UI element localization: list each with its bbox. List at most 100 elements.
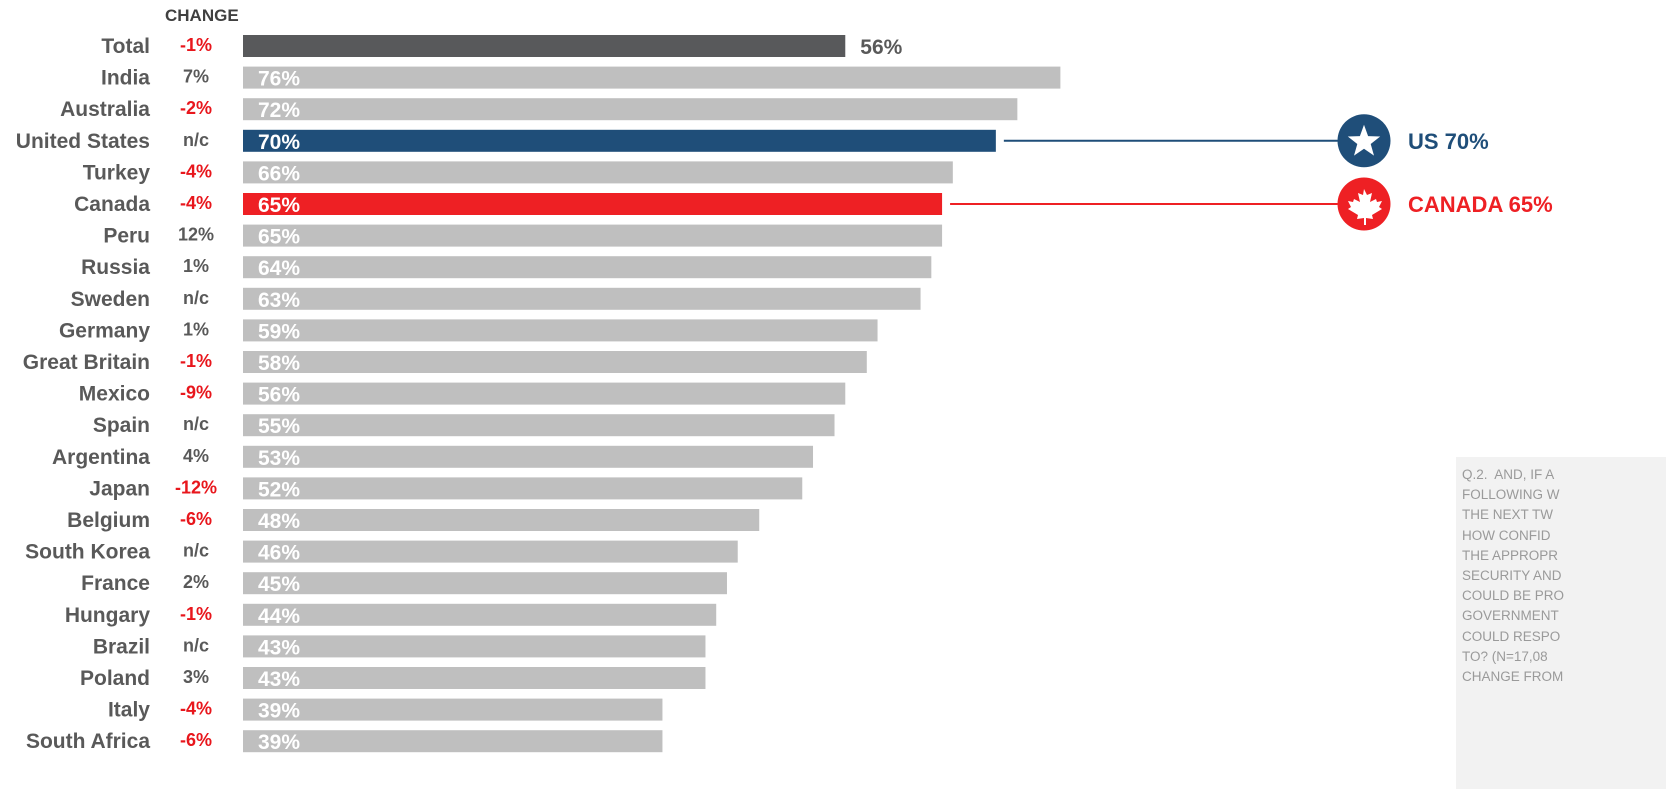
value-label-france: 45%: [258, 573, 300, 596]
bar-india: [243, 66, 1061, 89]
note-line: GOVERNMENT: [1462, 608, 1559, 624]
value-label-great-britain: 58%: [258, 352, 300, 375]
category-label-spain: Spain: [93, 414, 150, 437]
category-label-australia: Australia: [60, 98, 150, 121]
survey-question-note: Q.2. AND, IF A FOLLOWING W THE NEXT TW HOW …: [1456, 457, 1666, 789]
value-label-sweden: 63%: [258, 289, 300, 312]
change-value-belgium: -6%: [180, 509, 212, 529]
category-label-russia: Russia: [81, 256, 150, 279]
bar-argentina: [243, 445, 814, 468]
change-value-australia: -2%: [180, 98, 212, 118]
value-label-india: 76%: [258, 68, 300, 91]
change-value-poland: 3%: [183, 667, 209, 687]
category-label-france: France: [81, 572, 150, 595]
note-line: COULD BE PRO: [1462, 588, 1565, 604]
category-label-great-britain: Great Britain: [23, 351, 150, 374]
value-label-hungary: 44%: [258, 605, 300, 628]
bar-turkey: [243, 161, 953, 184]
maple-leaf-badge-icon: [1337, 177, 1391, 231]
note-line: COULD RESPO: [1462, 628, 1561, 644]
value-label-australia: 72%: [258, 99, 300, 122]
category-label-south-africa: South Africa: [26, 730, 150, 753]
note-line: SECURITY AND: [1462, 568, 1562, 584]
change-value-spain: n/c: [183, 414, 209, 434]
change-value-turkey: -4%: [180, 161, 212, 181]
callout-label-united-states: US 70%: [1408, 129, 1489, 154]
bar-south-africa: [243, 730, 663, 753]
change-value-south-korea: n/c: [183, 541, 209, 561]
change-column-header: CHANGE: [165, 6, 239, 25]
bar-peru: [243, 224, 943, 247]
bar-south-korea: [243, 540, 738, 563]
change-value-mexico: -9%: [180, 383, 212, 403]
change-value-great-britain: -1%: [180, 351, 212, 371]
value-label-japan: 52%: [258, 478, 300, 501]
change-value-japan: -12%: [175, 477, 217, 497]
bar-great-britain: [243, 351, 867, 373]
value-label-mexico: 56%: [258, 384, 300, 407]
bar-spain: [243, 414, 835, 437]
note-line: HOW CONFID: [1462, 527, 1551, 543]
value-label-italy: 39%: [258, 700, 300, 723]
value-label-south-africa: 39%: [258, 731, 300, 754]
bar-russia: [243, 256, 932, 279]
bar-total: [243, 35, 846, 57]
change-value-france: 2%: [183, 572, 209, 592]
change-value-russia: 1%: [183, 256, 209, 276]
note-line: CHANGE FROM: [1462, 669, 1564, 685]
bar-poland: [243, 667, 706, 689]
value-label-spain: 55%: [258, 415, 300, 438]
category-label-japan: Japan: [89, 477, 150, 500]
callout-label-canada: CANADA 65%: [1408, 192, 1553, 217]
bar-france: [243, 572, 727, 595]
note-line: TO? (N=17,08: [1462, 648, 1548, 664]
change-value-total: -1%: [180, 35, 212, 55]
category-label-germany: Germany: [59, 319, 150, 342]
category-label-hungary: Hungary: [65, 604, 151, 627]
category-label-peru: Peru: [103, 225, 150, 248]
value-label-united-states: 70%: [258, 131, 300, 154]
category-label-poland: Poland: [80, 667, 150, 690]
change-value-brazil: n/c: [183, 635, 209, 655]
change-value-south-africa: -6%: [180, 730, 212, 750]
bar-italy: [243, 698, 663, 721]
category-label-argentina: Argentina: [52, 446, 150, 469]
change-value-canada: -4%: [180, 193, 212, 213]
change-value-argentina: 4%: [183, 446, 209, 466]
change-value-italy: -4%: [180, 699, 212, 719]
category-label-united-states: United States: [16, 130, 150, 153]
change-value-sweden: n/c: [183, 288, 209, 308]
change-value-hungary: -1%: [180, 604, 212, 624]
bar-germany: [243, 319, 878, 342]
category-label-turkey: Turkey: [83, 161, 151, 184]
change-value-united-states: n/c: [183, 130, 209, 150]
category-label-total: Total: [101, 35, 150, 58]
bar-rows: Total -1% 56% India 7% 76% Australia -2% 72% Unit…: [16, 35, 1061, 754]
callouts: US 70% CANADA 65%: [950, 114, 1553, 231]
bar-australia: [243, 98, 1018, 121]
category-label-india: India: [101, 67, 150, 90]
change-value-peru: 12%: [178, 225, 214, 245]
value-label-germany: 59%: [258, 320, 300, 343]
value-label-brazil: 43%: [258, 636, 300, 659]
value-label-russia: 64%: [258, 257, 300, 280]
bar-brazil: [243, 635, 706, 658]
note-line: FOLLOWING W: [1462, 487, 1560, 503]
category-label-belgium: Belgium: [67, 509, 150, 532]
note-line: THE APPROPR: [1462, 547, 1559, 563]
bar-canada: [243, 193, 943, 215]
category-label-italy: Italy: [108, 699, 150, 722]
value-label-south-korea: 46%: [258, 542, 300, 565]
value-label-canada: 65%: [258, 194, 300, 217]
category-label-mexico: Mexico: [79, 383, 150, 406]
bar-sweden: [243, 287, 921, 310]
bar-mexico: [243, 382, 846, 405]
value-label-turkey: 66%: [258, 162, 300, 185]
category-label-sweden: Sweden: [71, 288, 150, 311]
bar-belgium: [243, 509, 760, 531]
value-label-peru: 65%: [258, 226, 300, 249]
category-label-south-korea: South Korea: [25, 541, 150, 564]
bar-united-states: [243, 129, 996, 152]
category-label-canada: Canada: [74, 193, 150, 216]
